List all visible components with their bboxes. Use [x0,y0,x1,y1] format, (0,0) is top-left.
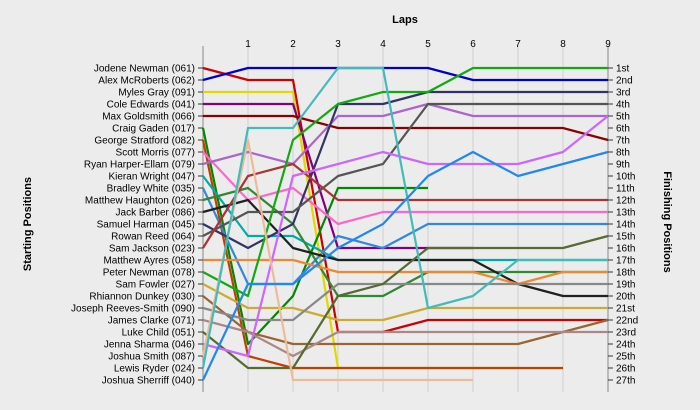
finish-position-label: 20th [616,292,635,303]
finish-position-label: 26th [616,364,635,375]
start-position-label: Jack Barber (086) [116,208,195,219]
x-tick-label: 6 [470,39,476,50]
start-position-label: Craig Gaden (017) [112,124,195,135]
finish-position-label: 2nd [616,76,633,87]
x-tick-label: 1 [245,39,251,50]
start-position-label: Alex McRoberts (062) [98,76,195,87]
series-line-20 [202,295,609,346]
series-line-7 [201,139,563,370]
finish-position-label: 14th [616,220,635,231]
start-position-label: Scott Morris (077) [116,148,195,159]
start-position-label: Lewis Ryder (024) [114,364,195,375]
finish-position-label: 25th [616,352,635,363]
finish-position-label: 13th [616,208,635,219]
finish-position-label: 1st [616,64,630,75]
finish-position-label: 23rd [616,328,636,339]
finish-position-label: 24th [616,340,635,351]
finish-position-label: 19th [616,280,635,291]
start-position-label: Joshua Smith (087) [108,352,195,363]
series-line-14 [202,90,608,250]
finish-position-label: 22nd [616,316,638,327]
x-tick-label: 8 [560,39,566,50]
series-line-19 [202,283,608,322]
x-tick-label: 3 [335,39,341,50]
series-line-26 [201,66,608,369]
start-position-label: Luke Child (051) [122,328,195,339]
series-line-15 [202,102,608,237]
x-tick-label: 2 [290,39,296,50]
start-position-label: James Clarke (071) [108,316,195,327]
start-position-label: Ryan Harper-Ellam (079) [84,160,195,171]
finish-position-label: 12th [616,196,635,207]
start-position-label: Matthew Ayres (058) [103,256,195,267]
finish-position-label: 11th [616,184,635,195]
finish-position-label: 9th [616,160,630,171]
start-position-label: Sam Fowler (027) [116,280,195,291]
start-position-label: Joseph Reeves-Smith (090) [71,304,195,315]
series-line-1 [202,66,608,334]
finish-position-label: 15th [616,232,635,243]
start-position-label: Bradley White (035) [107,184,195,195]
series-line-6 [201,127,428,346]
finish-position-label: 6th [616,124,630,135]
start-position-label: Peter Newman (078) [103,268,195,279]
start-position-label: Rhiannon Dunkey (030) [89,292,195,303]
finish-position-label: 21st [616,304,635,315]
x-tick-label: 9 [605,39,611,50]
series-line-23 [202,234,609,370]
start-position-label: Cole Edwards (041) [107,100,195,111]
finish-position-label: 8th [616,148,630,159]
series-line-24 [202,115,609,358]
series-line-22 [202,318,608,358]
start-position-label: Jodene Newman (061) [94,64,195,75]
start-position-label: George Stratford (082) [94,136,195,147]
series-line-27 [202,150,609,381]
series-line-8 [202,151,608,226]
x-tick-label: 4 [380,39,386,50]
start-position-label: Samuel Harman (045) [97,220,195,231]
series-layer [201,66,609,382]
start-position-label: Matthew Haughton (026) [85,196,195,207]
x-tick-label: 7 [515,39,521,50]
finish-position-label: 3rd [616,88,630,99]
start-position-label: Sam Jackson (023) [109,244,195,255]
finish-position-label: 17th [616,256,635,267]
label-layer: 1 2 3 4 5 6 7 8 9 Jodene Newman (061)Alex McRober… [71,39,638,387]
finish-position-label: 5th [616,112,630,123]
series-line-2 [202,66,608,82]
series-line-18 [202,66,608,298]
finish-position-label: 7th [616,136,630,147]
finish-position-label: 16th [616,244,635,255]
start-position-label: Rowan Reed (064) [111,232,195,243]
series-line-3 [203,90,518,370]
finish-position-label: 18th [616,268,635,279]
x-tick-label: 5 [425,39,431,50]
series-line-5 [203,114,609,142]
start-position-label: Max Goldsmith (066) [102,112,195,123]
chart-title: Laps [392,14,418,26]
y-axis-label-left: Starting Positions [22,177,34,271]
series-line-21 [202,282,608,322]
start-position-label: Joshua Sherriff (040) [102,376,195,387]
finish-position-label: 10th [616,172,635,183]
series-line-25 [201,138,473,382]
start-position-label: Myles Gray (091) [118,88,195,99]
finish-position-label: 4th [616,100,630,111]
start-position-label: Jenna Sharma (046) [104,340,195,351]
series-line-9 [202,102,608,166]
y-axis-label-right: Finishing Positions [661,171,673,272]
finish-position-label: 27th [616,376,635,387]
series-line-13 [202,198,608,298]
start-position-label: Kieran Wright (047) [108,172,195,183]
